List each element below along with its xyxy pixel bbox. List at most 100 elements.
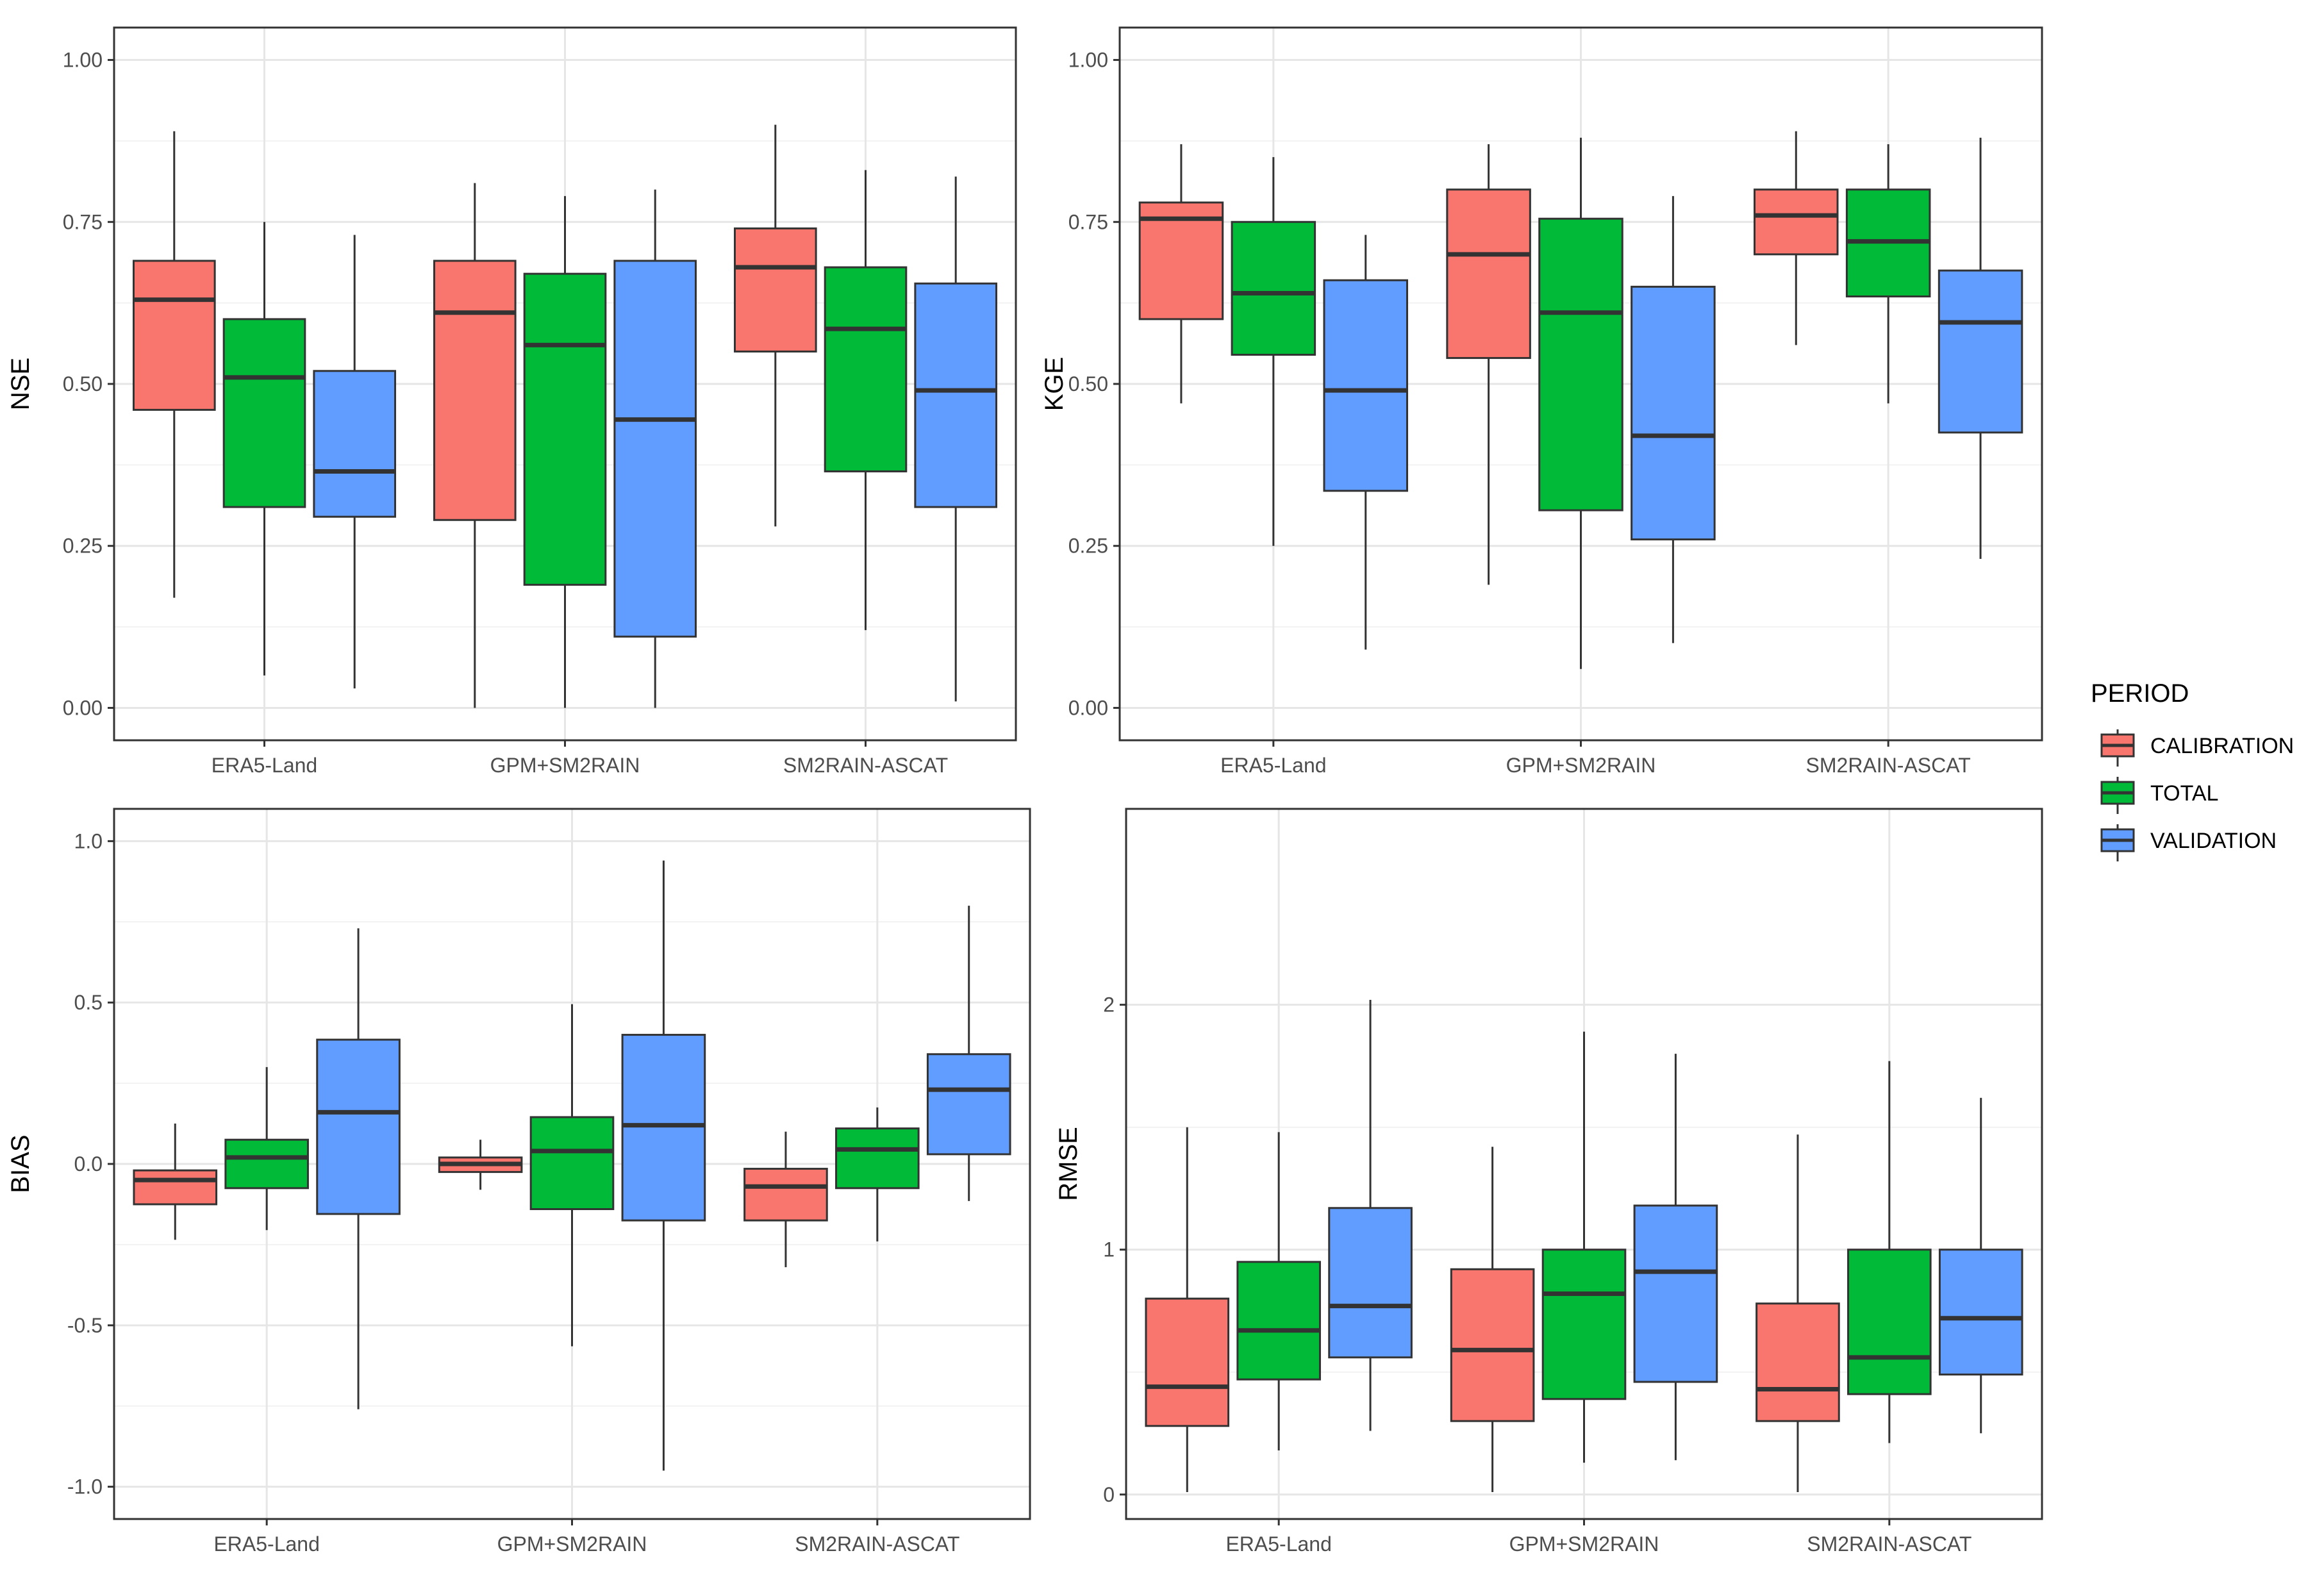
box-iqr xyxy=(926,1053,1011,1156)
box-iqr xyxy=(1541,1249,1627,1400)
box-iqr xyxy=(1328,1207,1413,1359)
y-tick-label: 0.50 xyxy=(1068,372,1108,395)
box-total-0 xyxy=(1236,1132,1321,1451)
x-tick-label: SM2RAIN-ASCAT xyxy=(795,1532,959,1556)
y-tick-label: -0.5 xyxy=(67,1314,103,1337)
x-tick-label: ERA5-Land xyxy=(1225,1532,1331,1556)
box-iqr xyxy=(133,1169,218,1206)
box-iqr xyxy=(523,272,607,586)
box-iqr xyxy=(1231,220,1316,356)
box-iqr xyxy=(313,370,397,518)
box-validation-0 xyxy=(316,928,401,1409)
panel-border xyxy=(113,808,1031,1520)
box-iqr xyxy=(1938,1249,2023,1376)
box-total-1 xyxy=(529,1004,615,1347)
box-iqr xyxy=(1755,1302,1840,1422)
box-iqr xyxy=(1631,285,1716,541)
x-tick-label: SM2RAIN-ASCAT xyxy=(1806,754,1971,777)
box-iqr xyxy=(529,1116,615,1211)
y-tick-label: -1.0 xyxy=(67,1475,103,1498)
y-tick-label: 0.00 xyxy=(63,696,103,719)
box-total-2 xyxy=(835,1107,920,1241)
box-validation-0 xyxy=(1328,1000,1413,1431)
box-calibration-2 xyxy=(1754,131,1839,345)
box-total-0 xyxy=(1231,157,1316,546)
panel-rmse: 0 1 2 ERA5-Land GPM+SM2RAIN SM2RAIN-ASCAT RMSE xyxy=(1054,808,2043,1556)
box-iqr xyxy=(743,1168,828,1222)
legend-entries: CALIBRATION TOTAL VALIDATION xyxy=(2100,729,2294,861)
box-total-1 xyxy=(1538,137,1623,669)
box-validation-2 xyxy=(1938,137,2023,559)
box-iqr xyxy=(914,282,998,508)
box-iqr xyxy=(835,1127,920,1190)
box-calibration-0 xyxy=(1145,1127,1230,1492)
box-calibration-1 xyxy=(438,1140,523,1190)
box-total-2 xyxy=(1847,1061,1932,1443)
x-tick-label: SM2RAIN-ASCAT xyxy=(783,754,948,777)
box-iqr xyxy=(1450,1268,1535,1422)
panel-kge: 0.00 0.25 0.50 0.75 1.00 ERA5-Land GPM+SM2RAIN… xyxy=(1040,26,2043,777)
box-iqr xyxy=(1138,201,1224,320)
y-tick-label: 1 xyxy=(1103,1238,1115,1261)
box-total-2 xyxy=(824,170,908,631)
box-iqr xyxy=(621,1034,706,1222)
y-tick-label: 0.25 xyxy=(1068,535,1108,558)
box-validation-2 xyxy=(926,906,1011,1201)
x-tick-label: ERA5-Land xyxy=(213,1532,319,1556)
x-tick-label: SM2RAIN-ASCAT xyxy=(1807,1532,1971,1556)
box-validation-1 xyxy=(1631,195,1716,643)
y-tick-label: 0 xyxy=(1103,1483,1115,1506)
y-tick-label: 1.00 xyxy=(63,49,103,72)
x-tick-label: ERA5-Land xyxy=(1220,754,1326,777)
box-calibration-1 xyxy=(1446,144,1531,585)
box-iqr xyxy=(824,266,908,472)
box-iqr xyxy=(1538,217,1623,511)
y-tick-label: 0.25 xyxy=(63,535,103,558)
box-iqr xyxy=(1633,1204,1718,1383)
y-tick-label: 0.75 xyxy=(63,210,103,233)
y-axis-title: BIAS xyxy=(6,1134,35,1193)
panel-border xyxy=(113,26,1017,742)
legend-label: VALIDATION xyxy=(2150,829,2277,853)
box-iqr xyxy=(1938,269,2023,434)
x-tick-label: GPM+SM2RAIN xyxy=(497,1532,647,1556)
box-validation-1 xyxy=(1633,1054,1718,1461)
y-tick-label: 1.00 xyxy=(1068,49,1108,72)
box-total-2 xyxy=(1845,144,1931,404)
box-validation-0 xyxy=(1323,235,1408,650)
box-iqr xyxy=(1847,1249,1932,1395)
legend-item-calibration: CALIBRATION xyxy=(2100,729,2294,767)
box-validation-1 xyxy=(613,189,697,708)
box-calibration-0 xyxy=(1138,144,1224,404)
box-iqr xyxy=(224,1138,309,1190)
y-tick-label: 0.00 xyxy=(1068,696,1108,719)
y-axis-title: RMSE xyxy=(1054,1127,1083,1201)
box-iqr xyxy=(1754,188,1839,256)
y-tick-label: 2 xyxy=(1103,993,1115,1017)
panel-nse: 0.00 0.25 0.50 0.75 1.00 ERA5-Land GPM+SM2RAIN… xyxy=(6,26,1017,777)
y-axis-title: NSE xyxy=(6,358,35,410)
box-total-1 xyxy=(523,195,607,708)
box-iqr xyxy=(433,260,517,521)
box-iqr xyxy=(316,1038,401,1215)
legend: PERIOD CALIBRATION TOTAL VALIDATION xyxy=(2091,679,2294,861)
y-axis-title: KGE xyxy=(1040,357,1068,411)
box-calibration-0 xyxy=(132,131,216,598)
box-calibration-2 xyxy=(743,1131,828,1268)
legend-item-total: TOTAL xyxy=(2100,777,2218,814)
y-tick-label: 0.5 xyxy=(74,991,103,1014)
box-calibration-0 xyxy=(133,1124,218,1240)
box-validation-0 xyxy=(313,235,397,689)
box-iqr xyxy=(1236,1261,1321,1381)
box-iqr xyxy=(1145,1297,1230,1427)
box-calibration-1 xyxy=(433,183,517,708)
x-tick-label: GPM+SM2RAIN xyxy=(490,754,640,777)
x-tick-label: ERA5-Land xyxy=(212,754,317,777)
y-tick-label: 0.50 xyxy=(63,372,103,395)
box-validation-2 xyxy=(914,176,998,702)
box-iqr xyxy=(733,227,817,353)
legend-item-validation: VALIDATION xyxy=(2100,824,2277,861)
y-tick-label: 1.0 xyxy=(74,829,103,852)
